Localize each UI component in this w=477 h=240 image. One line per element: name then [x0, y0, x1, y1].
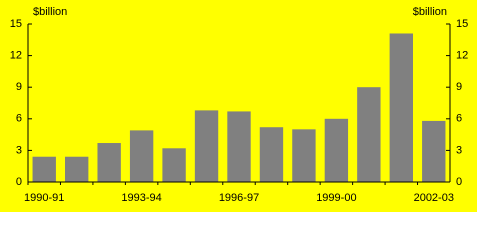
y-tick-label: 15 [10, 18, 22, 30]
bar [422, 120, 446, 182]
bar [292, 129, 316, 182]
bar [324, 118, 349, 182]
y2-tick-label: 0 [456, 176, 462, 188]
y-tick-label: 12 [10, 50, 22, 62]
y-axis-label: $billion [33, 6, 67, 18]
x-tick-label: 1996-97 [219, 192, 259, 204]
y2-tick-label: 9 [456, 81, 462, 93]
y-tick-label: 3 [16, 144, 22, 156]
bar [97, 143, 121, 182]
y-tick-label: 0 [16, 176, 22, 188]
bar [357, 87, 381, 182]
x-tick-label: 2002-03 [414, 192, 454, 204]
x-tick-label: 1993-94 [121, 192, 161, 204]
bar [227, 111, 251, 182]
y-tick-label: 9 [16, 81, 22, 93]
bar [389, 33, 413, 183]
y-tick-label: 6 [16, 113, 22, 125]
bar [162, 148, 186, 182]
y2-tick-label: 12 [456, 50, 468, 62]
bar [65, 156, 89, 182]
bar [32, 156, 56, 182]
chart: $billion $billion 0 3 6 9 12 15 0 3 6 9 12 15 1990-9… [0, 0, 477, 212]
y2-tick-label: 6 [456, 113, 462, 125]
bar [129, 130, 154, 182]
bar [259, 127, 284, 182]
x-tick-label: 1990-91 [24, 192, 64, 204]
x-tick-label: 1999-00 [316, 192, 356, 204]
y2-axis-label: $billion [413, 6, 447, 18]
bar [194, 110, 219, 182]
y2-tick-label: 15 [456, 18, 468, 30]
y2-tick-label: 3 [456, 144, 462, 156]
